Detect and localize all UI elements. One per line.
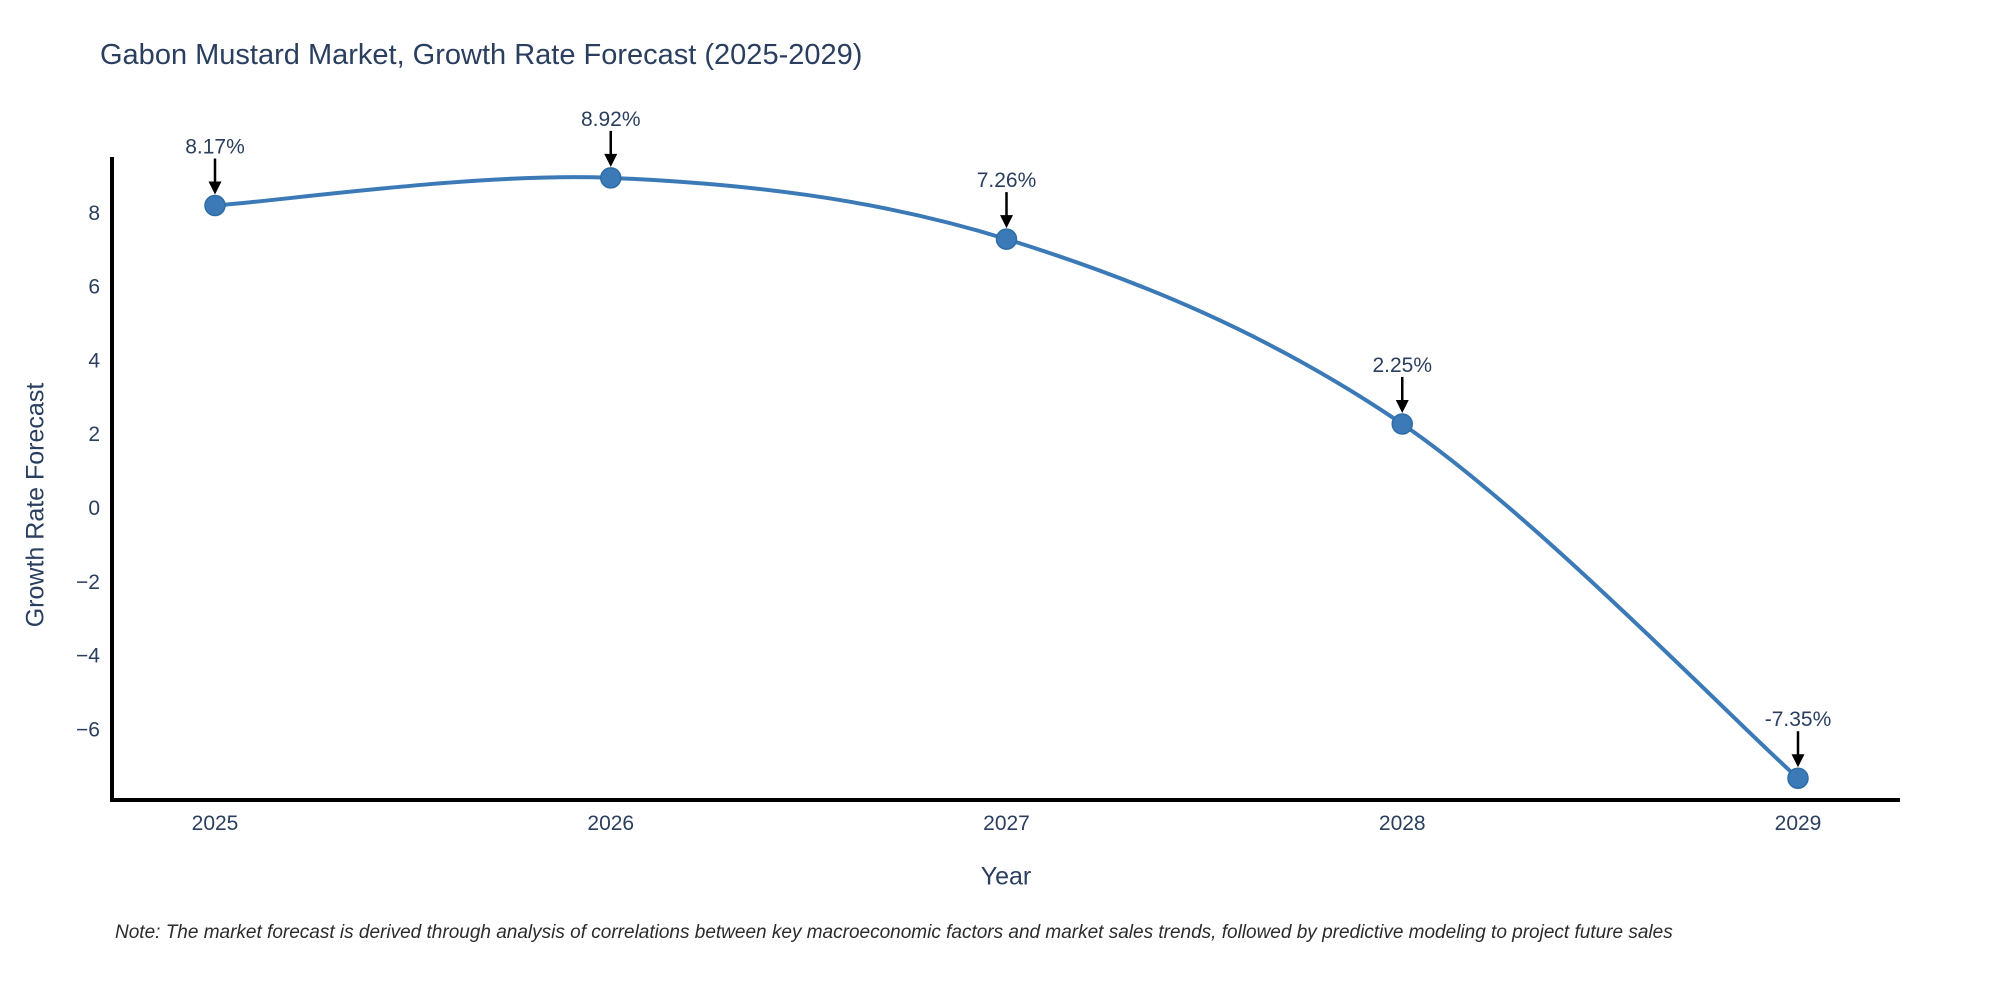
x-tick-label: 2029 [1775, 812, 1822, 835]
annotation-arrowhead [604, 153, 618, 167]
data-point [1391, 413, 1413, 435]
point-value-label: -7.35% [1765, 708, 1832, 731]
y-tick-label: 0 [88, 497, 100, 520]
annotation-arrowhead [208, 181, 222, 195]
x-tick-label: 2027 [983, 812, 1030, 835]
x-tick-label: 2025 [192, 812, 239, 835]
y-tick-label: −2 [76, 571, 100, 594]
y-tick-label: −6 [76, 718, 100, 741]
annotation-arrowhead [1791, 754, 1805, 768]
x-tick-label: 2028 [1379, 812, 1426, 835]
y-axis-title: Growth Rate Forecast [21, 382, 50, 628]
annotation-arrowhead [1395, 399, 1409, 413]
x-tick-label: 2026 [587, 812, 634, 835]
chart-note: Note: The market forecast is derived thr… [115, 922, 1673, 943]
point-value-label: 2.25% [1372, 354, 1432, 377]
chart-title: Gabon Mustard Market, Growth Rate Foreca… [100, 39, 863, 71]
data-point [995, 228, 1018, 250]
data-point [600, 167, 622, 189]
data-point [204, 194, 226, 217]
data-point [1787, 767, 1809, 789]
y-tick-label: 2 [88, 423, 100, 446]
annotation-arrowhead [1000, 215, 1013, 229]
x-axis-title: Year [980, 862, 1032, 891]
point-value-label: 7.26% [977, 169, 1037, 192]
point-value-label: 8.92% [581, 108, 641, 131]
y-tick-label: 6 [88, 276, 100, 299]
point-value-label: 8.17% [185, 136, 245, 159]
y-tick-label: 4 [88, 349, 100, 372]
y-tick-label: −4 [76, 645, 100, 668]
y-tick-label: 8 [88, 202, 100, 225]
trend-line [214, 175, 1800, 780]
